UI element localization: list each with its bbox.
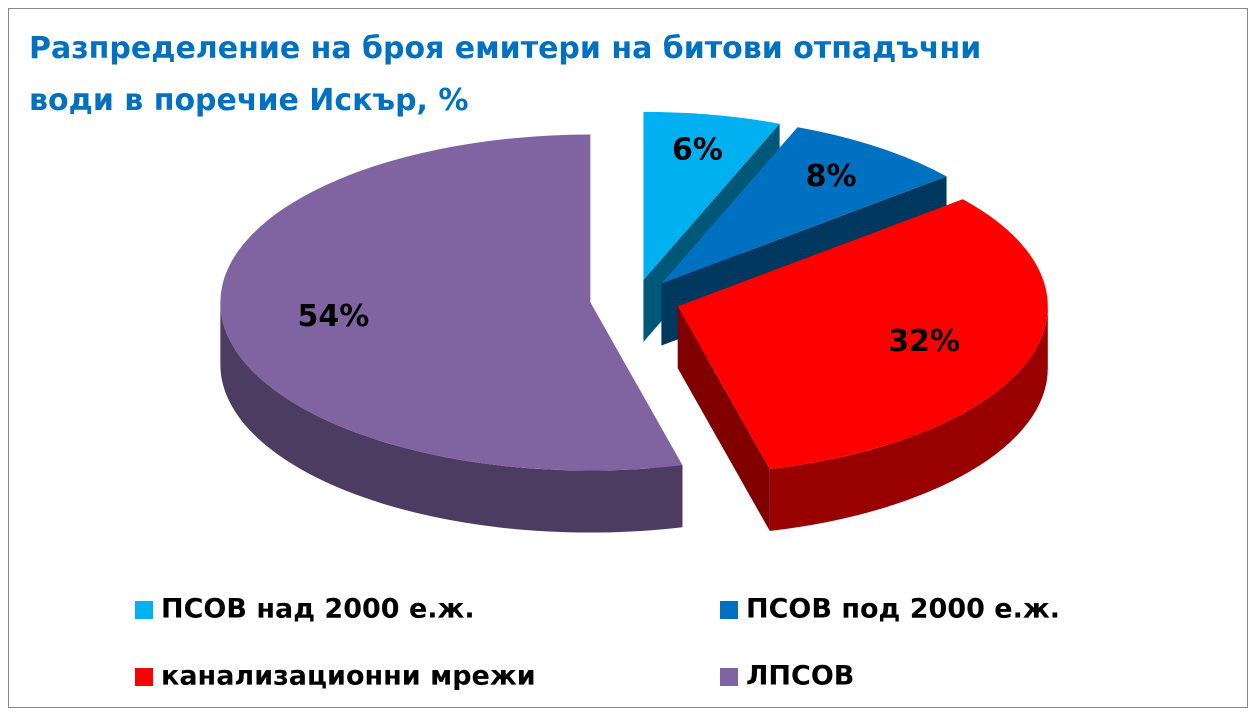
pie-slice-group [220, 134, 683, 533]
data-label: 8% [806, 159, 857, 194]
data-label: 32% [888, 324, 960, 359]
pie-slice [643, 111, 780, 280]
legend-label: ЛПСОВ [746, 661, 854, 692]
chart-frame: Разпределение на броя емитери на битови … [8, 8, 1248, 708]
slice-side [677, 306, 770, 532]
chart-title: Разпределение на броя емитери на битови … [29, 31, 982, 118]
pie-slice [661, 127, 947, 284]
slice-wall [769, 306, 1048, 532]
legend-label: ПСОВ над 2000 е.ж. [161, 594, 475, 625]
legend-marker [135, 601, 153, 619]
legend-marker [135, 668, 153, 686]
legend-marker [720, 668, 738, 686]
data-label: 6% [672, 133, 723, 168]
pie-slice [220, 134, 683, 471]
slice-wall [220, 302, 683, 533]
legend-label: канализационни мрежи [161, 661, 536, 692]
data-label: 54% [297, 299, 369, 334]
pie-slice [677, 199, 1048, 470]
pie-slice-group [677, 199, 1048, 532]
legend-label: ПСОВ под 2000 е.ж. [746, 594, 1060, 625]
legend-marker [720, 601, 738, 619]
